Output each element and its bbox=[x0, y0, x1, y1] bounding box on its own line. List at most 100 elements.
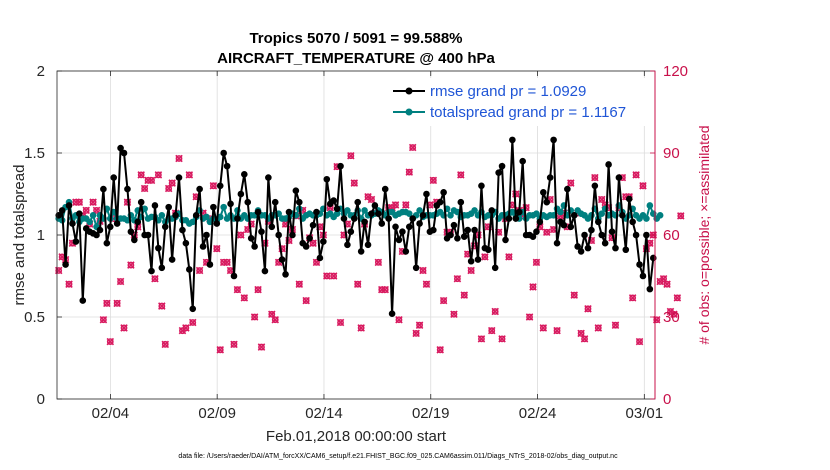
obs-possible-marker bbox=[453, 275, 461, 283]
obs-point bbox=[529, 283, 537, 291]
obs-assimilated-marker bbox=[54, 266, 63, 275]
obs-point bbox=[677, 212, 685, 220]
obs-point bbox=[323, 272, 331, 280]
obs-possible-marker bbox=[429, 176, 437, 184]
rmse-point bbox=[512, 215, 520, 222]
obs-assimilated-marker bbox=[412, 329, 420, 338]
rmse-point bbox=[619, 212, 626, 219]
obs-point bbox=[116, 277, 125, 286]
obs-possible-marker bbox=[285, 237, 293, 244]
obs-possible-marker bbox=[522, 204, 530, 212]
obs-assimilated-marker bbox=[381, 285, 389, 294]
obs-assimilated-marker bbox=[116, 277, 125, 286]
obs-point bbox=[137, 171, 145, 179]
obs-assimilated-marker bbox=[147, 176, 156, 185]
rmse-point bbox=[509, 136, 516, 144]
rmse-point bbox=[467, 257, 475, 265]
obs-point bbox=[395, 315, 403, 324]
obs-point bbox=[54, 266, 63, 275]
obs-possible-marker bbox=[481, 253, 489, 261]
y-right-tick-label: 90 bbox=[663, 145, 680, 162]
obs-assimilated-marker bbox=[120, 324, 128, 332]
obs-possible-marker bbox=[450, 310, 458, 318]
rmse-point bbox=[244, 198, 252, 206]
obs-assimilated-marker bbox=[505, 253, 513, 261]
obs-point bbox=[216, 346, 225, 354]
rmse-point bbox=[502, 236, 509, 244]
rmse-point bbox=[175, 174, 183, 181]
obs-assimilated-marker bbox=[233, 285, 242, 294]
x-tick-label: 02/14 bbox=[305, 405, 343, 422]
spread-point bbox=[598, 210, 606, 217]
obs-assimilated-marker bbox=[415, 321, 424, 329]
obs-assimilated-marker bbox=[357, 324, 365, 332]
obs-assimilated-marker bbox=[567, 179, 575, 187]
obs-possible-marker bbox=[189, 319, 197, 326]
obs-possible-marker bbox=[347, 152, 355, 160]
rmse-line bbox=[57, 139, 655, 314]
obs-point bbox=[158, 302, 166, 310]
obs-possible-marker bbox=[158, 302, 166, 310]
obs-point bbox=[147, 176, 156, 185]
obs-point bbox=[429, 176, 438, 185]
y-axis-label: rmse and totalspread bbox=[11, 165, 28, 306]
legend-rmse-dot bbox=[405, 87, 413, 95]
rmse-point bbox=[574, 243, 581, 250]
obs-assimilated-marker bbox=[635, 337, 644, 346]
obs-point bbox=[182, 324, 190, 332]
rmse-point bbox=[540, 189, 547, 196]
obs-point bbox=[402, 201, 410, 209]
obs-point bbox=[188, 318, 197, 327]
obs-assimilated-marker bbox=[477, 335, 486, 343]
obs-possible-marker bbox=[278, 245, 286, 253]
obs-point bbox=[422, 280, 431, 288]
obs-possible-marker bbox=[230, 340, 238, 348]
obs-assimilated-marker bbox=[336, 318, 345, 327]
spread-point bbox=[220, 203, 227, 211]
obs-assimilated-marker bbox=[230, 340, 238, 349]
rmse-point bbox=[103, 239, 111, 247]
obs-point bbox=[213, 244, 221, 253]
obs-point bbox=[230, 340, 238, 349]
rmse-point bbox=[625, 195, 633, 203]
rmse-point bbox=[210, 203, 217, 211]
spread-point bbox=[656, 212, 664, 219]
obs-possible-marker bbox=[141, 185, 149, 192]
obs-possible-marker bbox=[295, 280, 303, 288]
rmse-point bbox=[247, 234, 255, 242]
obs-possible-marker bbox=[154, 171, 162, 179]
rmse-point bbox=[268, 223, 276, 231]
obs-possible-marker bbox=[185, 171, 193, 179]
obs-assimilated-marker bbox=[529, 283, 537, 291]
obs-point bbox=[374, 258, 383, 267]
obs-assimilated-marker bbox=[439, 296, 448, 305]
obs-point bbox=[570, 291, 579, 299]
obs-assimilated-marker bbox=[498, 335, 506, 343]
obs-possible-marker bbox=[237, 231, 245, 239]
rmse-point bbox=[106, 223, 114, 231]
obs-assimilated-marker bbox=[453, 274, 462, 283]
obs-possible-marker bbox=[570, 291, 578, 299]
rmse-point bbox=[450, 221, 458, 229]
obs-point bbox=[553, 326, 561, 335]
obs-point bbox=[185, 171, 194, 179]
obs-point bbox=[353, 280, 362, 288]
rmse-series bbox=[55, 136, 657, 318]
rmse-point bbox=[495, 169, 502, 176]
rmse-point bbox=[577, 248, 585, 255]
obs-point bbox=[233, 285, 242, 294]
rmse-point bbox=[457, 198, 465, 206]
rmse-point bbox=[62, 261, 69, 268]
obs-point bbox=[415, 321, 424, 329]
obs-possible-marker bbox=[594, 324, 602, 332]
y-tick-label: 2 bbox=[37, 63, 45, 80]
rmse-point bbox=[402, 248, 410, 255]
obs-point bbox=[663, 280, 671, 288]
obs-point bbox=[567, 179, 575, 187]
rmse-point bbox=[570, 212, 578, 219]
rmse-point bbox=[588, 226, 595, 234]
obs-possible-marker bbox=[168, 179, 176, 187]
obs-possible-marker bbox=[337, 319, 344, 326]
rmse-point bbox=[608, 228, 616, 236]
